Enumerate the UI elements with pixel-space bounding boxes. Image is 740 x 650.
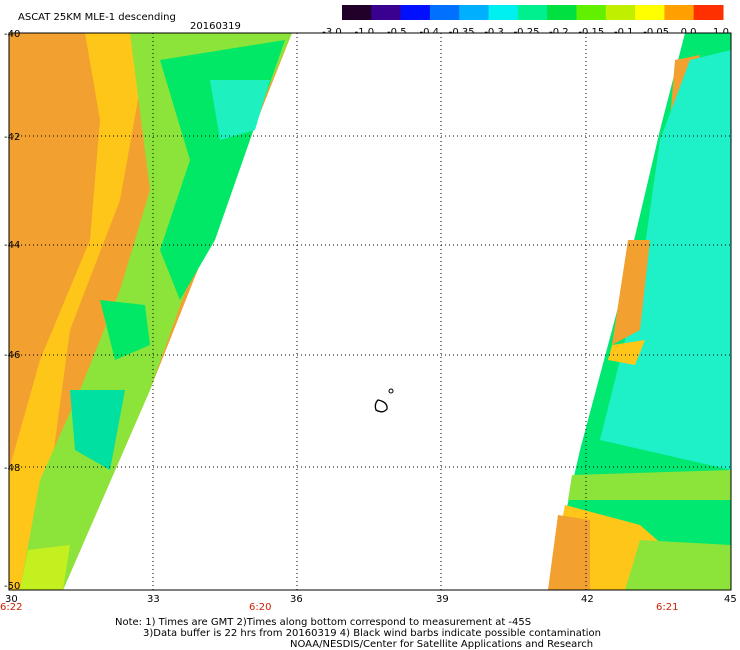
time-label: 6:20 (249, 602, 271, 613)
colorbar-swatch (429, 5, 460, 20)
lon-label: 39 (436, 594, 449, 605)
lon-label: 45 (724, 594, 737, 605)
lat-label: -40 (4, 29, 20, 40)
islet-outline (388, 388, 394, 394)
colorbar-swatch (517, 5, 548, 20)
latitude-labels: -40 -42 -44 -46 -48 -50 (4, 29, 20, 592)
swath-west (9, 33, 292, 590)
footnotes: Note: 1) Times are GMT 2)Times along bot… (115, 617, 601, 650)
time-label: 6:22 (0, 602, 22, 613)
lat-label: -50 (4, 581, 20, 592)
lat-label: -42 (4, 132, 20, 143)
longitude-labels: 30 33 36 39 42 45 (5, 594, 737, 605)
lon-label: 36 (290, 594, 303, 605)
colorbar-swatch (664, 5, 695, 20)
colorbar-swatch (400, 5, 431, 20)
colorbar-swatch (547, 5, 577, 20)
map-date: 20160319 (190, 21, 241, 32)
note-line-1: Note: 1) Times are GMT 2)Times along bot… (115, 617, 531, 628)
time-label: 6:21 (656, 602, 678, 613)
colorbar-swatch (576, 5, 607, 20)
swath-east (548, 33, 731, 590)
note-line-3: NOAA/NESDIS/Center for Satellite Applica… (290, 639, 593, 650)
colorbar-swatch (693, 5, 724, 20)
time-labels: 6:22 6:20 6:21 (0, 602, 678, 613)
lat-label: -44 (4, 240, 20, 251)
lon-label: 33 (147, 594, 160, 605)
lon-label: 30 (5, 594, 18, 605)
colorbar-swatch (371, 5, 402, 20)
colorbar-swatch (342, 5, 372, 20)
colorbar-swatch (635, 5, 665, 20)
colorbar-swatch (605, 5, 636, 20)
note-line-2: 3)Data buffer is 22 hrs from 20160319 4)… (143, 628, 601, 639)
map-title: ASCAT 25KM MLE-1 descending (18, 12, 176, 23)
colorbar-swatch (488, 5, 519, 20)
map-grid (9, 33, 731, 590)
plot-frame (8, 32, 732, 591)
lon-label: 42 (581, 594, 594, 605)
colorbar-swatch (459, 5, 490, 20)
island-outline (374, 399, 388, 413)
lat-label: -46 (4, 350, 20, 361)
lat-label: -48 (4, 463, 20, 474)
